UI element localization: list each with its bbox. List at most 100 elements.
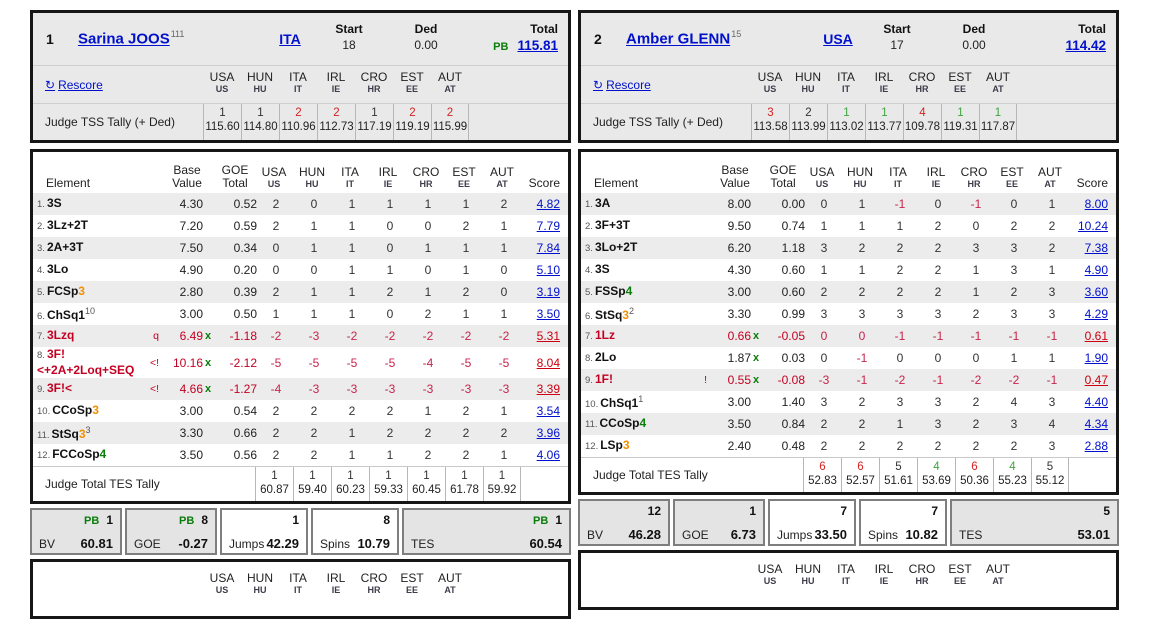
element-number: 6. (585, 311, 593, 322)
judge-nation-code: AUT (986, 70, 1010, 84)
tes-judge-value: 55.23 (998, 475, 1027, 487)
judge-country-sub: EE (405, 84, 418, 94)
element-score-cell: 0.47 (1071, 373, 1116, 387)
judge-goe-score: 2 (972, 417, 980, 431)
element-score-link[interactable]: 3.39 (536, 382, 560, 396)
judge-country-sub: HU (801, 576, 815, 586)
judge-nation-code: IRL (326, 571, 346, 585)
element-score-cell: 3.39 (523, 382, 568, 396)
element-score-link[interactable]: 4.06 (536, 448, 560, 462)
element-score-link[interactable]: 1.90 (1084, 351, 1108, 365)
element-name-part: 1F! (594, 372, 613, 386)
base-value: 7.50 (179, 241, 203, 255)
col-header-score: Score (528, 176, 560, 190)
nation-link[interactable]: USA (823, 31, 853, 47)
nation-link[interactable]: ITA (279, 31, 301, 47)
element-name-part: 3S (594, 262, 610, 276)
element-score-link[interactable]: 4.29 (1084, 307, 1108, 321)
judge-column-header: CRO HR (955, 161, 993, 190)
total-score-link[interactable]: 114.42 (1065, 38, 1106, 53)
judge-goe-score: 2 (896, 241, 904, 255)
judge-nation-code: AUT (438, 70, 462, 84)
tally-cell: 1 115.60 (203, 104, 241, 140)
element-number: 4. (585, 265, 593, 276)
tally-cell: 2 110.96 (279, 104, 317, 140)
summary-box-tes: PB 1 TES 60.54 (402, 508, 571, 555)
element-score-link[interactable]: 7.84 (536, 241, 560, 255)
element-name-part: 3 (92, 403, 99, 417)
summary-rank-line: 1 (229, 513, 299, 527)
element-score-link[interactable]: 4.34 (1084, 417, 1108, 431)
element-row: 10. ChSq11 3.00 1.40 3 2 3 3 2 4 3 4.40 (581, 391, 1116, 413)
element-number: 4. (37, 265, 45, 276)
judge-column-header: EST EE (993, 161, 1031, 190)
base-value: 3.00 (179, 307, 203, 321)
tss-judge-rank: 2 (333, 107, 340, 119)
element-number: 7. (37, 331, 45, 342)
judge-country-sub: HR (915, 84, 929, 94)
element-score-link[interactable]: 3.19 (536, 285, 560, 299)
goe-label-line1: GOE (221, 163, 249, 177)
summary-value-line: GOE 6.73 (682, 527, 756, 542)
element-score-link[interactable]: 3.54 (536, 404, 560, 418)
element-score-link[interactable]: 4.40 (1084, 395, 1108, 409)
judge-goe-score: 2 (972, 439, 980, 453)
element-score-link[interactable]: 0.47 (1084, 373, 1108, 387)
element-score-link[interactable]: 4.90 (1084, 263, 1108, 277)
tes-judge-rank: 4 (933, 461, 940, 473)
x-credit-marker: x (753, 374, 760, 386)
ded-block: Ded 0.00 (926, 13, 1022, 65)
element-score-link[interactable]: 8.04 (536, 355, 560, 370)
skater-name-link[interactable]: Amber GLENN (626, 30, 731, 48)
element-score-link[interactable]: 5.31 (536, 329, 560, 343)
element-score-link[interactable]: 5.10 (536, 263, 560, 277)
element-score-link[interactable]: 10.24 (1077, 219, 1108, 233)
judge-goe-score: 0 (934, 351, 942, 365)
element-score-link[interactable]: 4.82 (536, 197, 560, 211)
score-summary-strip: PB 1 BV 60.81 PB 8 GOE -0.27 1 Jumps 42.29 8 Spins 10… (30, 508, 571, 555)
judge-goe-score: 2 (348, 404, 356, 418)
judge-nation-code: EST (948, 562, 972, 576)
rescore-link[interactable]: ↻ Rescore (593, 78, 651, 92)
element-score-link[interactable]: 0.61 (1084, 329, 1108, 343)
summary-rank: 1 (749, 504, 756, 518)
judge-nation-code: EST (452, 165, 476, 179)
element-score-link[interactable]: 8.00 (1084, 197, 1108, 211)
pb-badge: PB (533, 515, 549, 527)
base-value: 0.55 (727, 373, 751, 387)
tss-judge-rank: 1 (957, 107, 964, 119)
rescore-refresh-icon: ↻ (45, 77, 56, 92)
element-row: 10. CCoSp3 3.00 0.54 2 2 2 2 1 2 1 3.54 (33, 400, 568, 422)
judge-goe-score: 1 (462, 241, 470, 255)
element-score-cell: 3.96 (523, 426, 568, 440)
element-number: 10. (585, 399, 599, 410)
total-score-link[interactable]: 115.81 (517, 38, 558, 53)
element-score-link[interactable]: 7.79 (536, 219, 560, 233)
judge-goe-score: 3 (934, 417, 942, 431)
judge-nation-code: CRO (908, 562, 936, 576)
rescore-link[interactable]: ↻ Rescore (45, 78, 103, 92)
judge-goe-score: 1 (896, 417, 904, 431)
judge-column-header: IRL IE (369, 161, 407, 190)
element-name-cell: 9. 3F!< (33, 381, 141, 397)
element-row: 6. StSq32 3.30 0.99 3 3 3 3 2 3 3 4.29 (581, 303, 1116, 325)
judge-country-sub: HU (253, 585, 267, 595)
element-score-link[interactable]: 3.50 (536, 307, 560, 321)
element-name-part: 2Lo (594, 350, 617, 364)
element-score-link[interactable]: 7.38 (1084, 241, 1108, 255)
judge-goe-score: -2 (970, 373, 982, 387)
element-score-link[interactable]: 3.96 (536, 426, 560, 440)
element-name-part: 3 (622, 308, 629, 322)
judge-country-sub: EE (405, 585, 418, 595)
summary-rank-line: 8 (320, 513, 390, 527)
element-score-link[interactable]: 3.60 (1084, 285, 1108, 299)
element-score-link[interactable]: 2.88 (1084, 439, 1108, 453)
judge-goe-score: -2 (422, 329, 434, 343)
tss-judge-value: 110.96 (281, 121, 316, 133)
judge-goe-score: 1 (348, 241, 356, 255)
tes-judge-value: 52.83 (808, 475, 837, 487)
tes-judge-rank: 1 (423, 470, 430, 482)
judge-goe-score: -1 (894, 329, 906, 343)
judge-column-header: EST EE (941, 558, 979, 587)
skater-name-link[interactable]: Sarina JOOS (78, 30, 170, 48)
